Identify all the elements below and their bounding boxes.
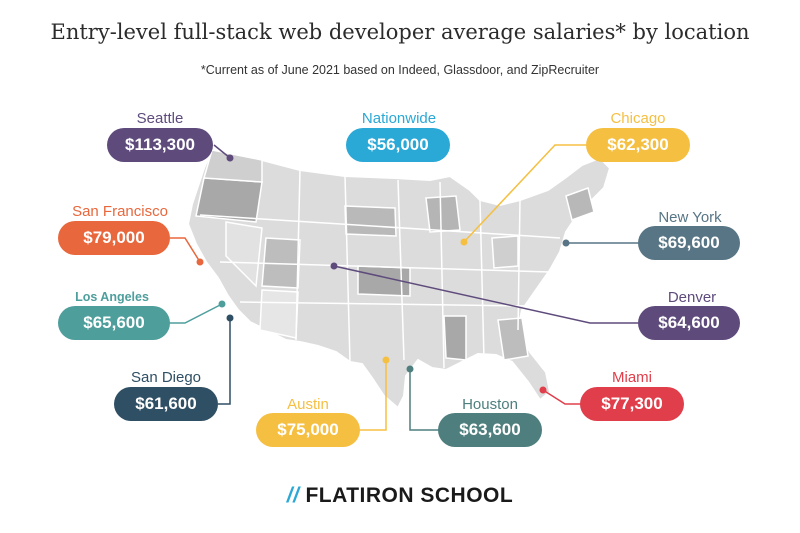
san-diego-salary: $61,600 xyxy=(114,387,218,421)
san-francisco-salary: $79,000 xyxy=(58,221,170,255)
denver-marker xyxy=(330,262,338,270)
houston-salary: $63,600 xyxy=(438,413,542,447)
south-dakota-shape xyxy=(344,205,397,237)
san-diego-marker xyxy=(226,314,234,322)
austin-marker xyxy=(382,356,390,364)
chicago-label: Chicago xyxy=(610,110,666,127)
seattle-salary: $113,300 xyxy=(107,128,213,162)
houston-label: Houston xyxy=(462,396,518,413)
city-markers xyxy=(196,154,570,394)
san-francisco-label: San Francisco xyxy=(72,203,168,220)
miami-marker xyxy=(539,386,547,394)
denver-connector xyxy=(333,265,638,324)
chicago-salary: $62,300 xyxy=(586,128,690,162)
flatiron-school-logo: //FLATIRON SCHOOL xyxy=(0,484,800,508)
mississippi-shape xyxy=(443,315,467,361)
arizona-shape xyxy=(259,289,299,339)
austin-salary: $75,000 xyxy=(256,413,360,447)
denver-salary: $64,600 xyxy=(638,306,740,340)
nationwide-salary: $56,000 xyxy=(346,128,450,162)
san-diego-connector xyxy=(218,318,231,405)
ohio-shape xyxy=(491,235,519,269)
nevada-shape xyxy=(225,221,263,288)
connectors xyxy=(168,144,640,431)
los-angeles-label: Los Angeles xyxy=(75,290,149,304)
seattle-marker xyxy=(226,154,234,162)
new-york-marker xyxy=(562,239,570,247)
miami-connector xyxy=(542,389,585,405)
washington-shape xyxy=(203,149,263,183)
page-title: Entry-level full-stack web developer ave… xyxy=(50,20,750,44)
new-york-label: New York xyxy=(658,209,722,226)
san-francisco-marker xyxy=(196,258,204,266)
los-angeles-marker xyxy=(218,300,226,308)
denver-label: Denver xyxy=(667,289,717,306)
austin-connector xyxy=(358,360,387,431)
houston-marker xyxy=(406,365,414,373)
los-angeles-connector xyxy=(168,303,223,324)
double-slash-logo-icon: // xyxy=(286,484,300,507)
logo-text: FLATIRON SCHOOL xyxy=(305,484,514,507)
chicago-marker xyxy=(460,238,468,246)
nationwide-label: Nationwide xyxy=(361,110,437,127)
san-diego-label: San Diego xyxy=(130,369,202,386)
georgia-shape xyxy=(497,317,529,361)
seattle-label: Seattle xyxy=(136,110,184,127)
austin-label: Austin xyxy=(287,396,329,413)
san-francisco-connector xyxy=(170,237,201,263)
houston-connector xyxy=(409,369,440,431)
new-york-salary: $69,600 xyxy=(638,226,740,260)
miami-label: Miami xyxy=(612,369,652,386)
wisconsin-shape xyxy=(425,195,461,233)
miami-salary: $77,300 xyxy=(580,387,684,421)
new-england-shape xyxy=(565,187,595,221)
chicago-connector xyxy=(463,144,590,243)
utah-shape xyxy=(261,237,301,289)
page-subtitle: *Current as of June 2021 based on Indeed… xyxy=(200,63,600,77)
los-angeles-salary: $65,600 xyxy=(58,306,170,340)
